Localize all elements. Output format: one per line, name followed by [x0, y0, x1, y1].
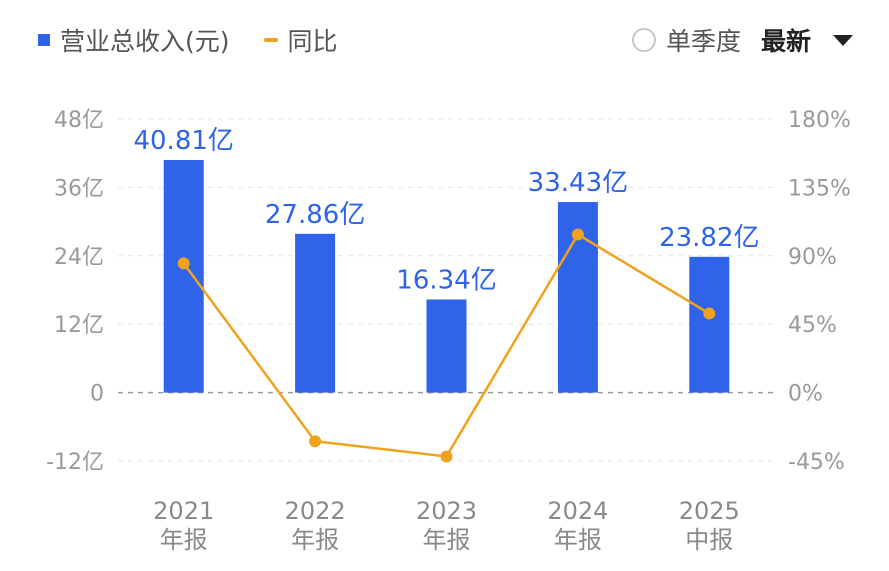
single-quarter-label: 单季度: [665, 27, 741, 56]
yoy-point: [177, 257, 190, 270]
period-dropdown-label: 最新: [760, 27, 811, 56]
x-category-period: 年报: [160, 526, 208, 554]
yoy-point: [703, 307, 716, 320]
x-category-period: 年报: [554, 526, 602, 554]
x-category-period: 年报: [291, 526, 339, 554]
y-left-tick-label: 0: [90, 382, 104, 407]
revenue-data-label: 27.86亿: [265, 200, 365, 230]
revenue-data-label: 40.81亿: [133, 126, 233, 156]
x-category-year: 2021: [153, 497, 214, 525]
revenue-bar: [295, 233, 336, 393]
legend-item-revenue[interactable]: 营业总收入(元): [38, 22, 230, 58]
x-category-period: 中报: [685, 526, 733, 554]
y-right-tick-label: 135%: [788, 176, 851, 201]
chart-legend: 营业总收入(元) 同比: [38, 22, 338, 58]
period-dropdown[interactable]: 最新: [761, 22, 853, 58]
y-left-tick-label: 12亿: [54, 313, 104, 338]
y-left-tick-label: -12亿: [46, 450, 104, 475]
yoy-point: [440, 450, 453, 463]
y-left-tick-label: 24亿: [54, 245, 104, 270]
legend-label-revenue: 营业总收入(元): [60, 27, 230, 56]
x-category-year: 2025: [679, 497, 740, 525]
x-category-year: 2024: [547, 497, 608, 525]
single-quarter-toggle[interactable]: 单季度: [631, 22, 741, 58]
revenue-data-label: 23.82亿: [659, 223, 759, 253]
y-right-tick-label: 45%: [788, 313, 837, 338]
y-right-tick-label: 180%: [788, 108, 851, 133]
x-category-year: 2023: [416, 497, 477, 525]
x-category-period: 年报: [423, 526, 471, 554]
yoy-point: [571, 228, 584, 241]
legend-label-yoy: 同比: [287, 27, 338, 56]
legend-swatch-line: [263, 38, 278, 42]
legend-swatch-bar: [38, 34, 50, 46]
y-right-tick-label: 0%: [788, 382, 823, 407]
revenue-bar: [426, 299, 467, 393]
revenue-bar: [163, 159, 204, 393]
y-right-tick-label: -45%: [788, 450, 845, 475]
revenue-data-label: 33.43亿: [528, 168, 628, 198]
legend-item-yoy[interactable]: 同比: [263, 22, 338, 58]
caret-down-icon: [833, 34, 853, 46]
chart-controls: 单季度 最新: [631, 22, 853, 58]
y-left-tick-label: 36亿: [54, 176, 104, 201]
yoy-point: [309, 435, 322, 448]
y-right-tick-label: 90%: [788, 245, 837, 270]
radio-icon[interactable]: [631, 28, 656, 52]
revenue-data-label: 16.34亿: [396, 265, 496, 295]
x-category-year: 2022: [285, 497, 346, 525]
y-left-tick-label: 48亿: [54, 108, 104, 133]
revenue-bar: [689, 256, 730, 393]
